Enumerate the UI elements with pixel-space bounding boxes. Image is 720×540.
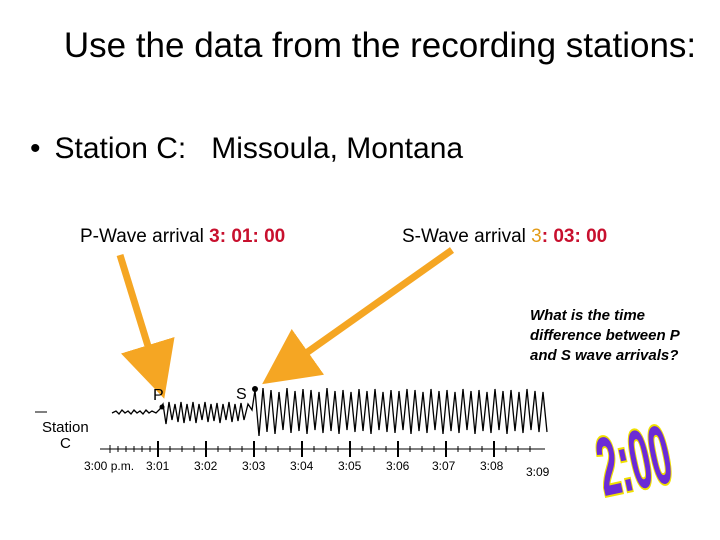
time-tick-label: 3:00 p.m. bbox=[84, 459, 134, 473]
bullet-symbol: • bbox=[30, 132, 41, 165]
p-wave-label: P-Wave arrival bbox=[80, 226, 204, 247]
seismic-trace bbox=[111, 387, 548, 437]
time-tick-label: 3:06 bbox=[386, 459, 410, 473]
s-marker-label: S bbox=[236, 386, 247, 403]
s-wave-arrival: S-Wave arrival 3: 03: 00 bbox=[402, 226, 607, 248]
p-marker-label: P bbox=[153, 387, 164, 404]
p-wave-arrival: P-Wave arrival 3: 01: 00 bbox=[80, 226, 285, 248]
time-tick-label: 3:02 bbox=[194, 459, 218, 473]
time-tick-label: 3:03 bbox=[242, 459, 266, 473]
answer-text: 2:00 bbox=[589, 410, 680, 505]
station-label: Station C: bbox=[54, 132, 187, 165]
p-wave-arrow bbox=[116, 253, 175, 399]
station-name-line1: Station bbox=[42, 419, 89, 436]
time-tick-label: 3:07 bbox=[432, 459, 456, 473]
time-tick-label: 3:05 bbox=[338, 459, 362, 473]
question-text: What is the time difference between P an… bbox=[530, 307, 680, 364]
time-tick-label: 3:04 bbox=[290, 459, 314, 473]
s-wave-time-hour: 3 bbox=[531, 226, 542, 247]
time-tick-label: 3:09 bbox=[526, 465, 550, 479]
station-bullet: • Station C: Missoula, Montana bbox=[30, 132, 463, 166]
time-tick-label: 3:01 bbox=[146, 459, 170, 473]
time-axis-minor-ticks bbox=[109, 441, 531, 457]
time-tick-label: 3:08 bbox=[480, 459, 504, 473]
s-arrival-dot bbox=[252, 386, 258, 392]
time-axis-labels: 3:00 p.m. 3:01 3:02 3:03 3:04 3:05 3:06 … bbox=[84, 459, 550, 479]
p-arrival-dot bbox=[159, 404, 165, 410]
s-wave-time-rest: : 03: 00 bbox=[541, 226, 608, 247]
s-wave-arrow bbox=[262, 247, 455, 385]
station-name-line2: C bbox=[60, 435, 71, 452]
s-wave-label: S-Wave arrival bbox=[402, 226, 526, 247]
station-location: Missoula, Montana bbox=[211, 132, 464, 165]
p-wave-time: 3: 01: 00 bbox=[209, 226, 286, 247]
answer-wordart: 2:00 bbox=[587, 410, 680, 505]
slide-title: Use the data from the recording stations… bbox=[63, 26, 697, 65]
